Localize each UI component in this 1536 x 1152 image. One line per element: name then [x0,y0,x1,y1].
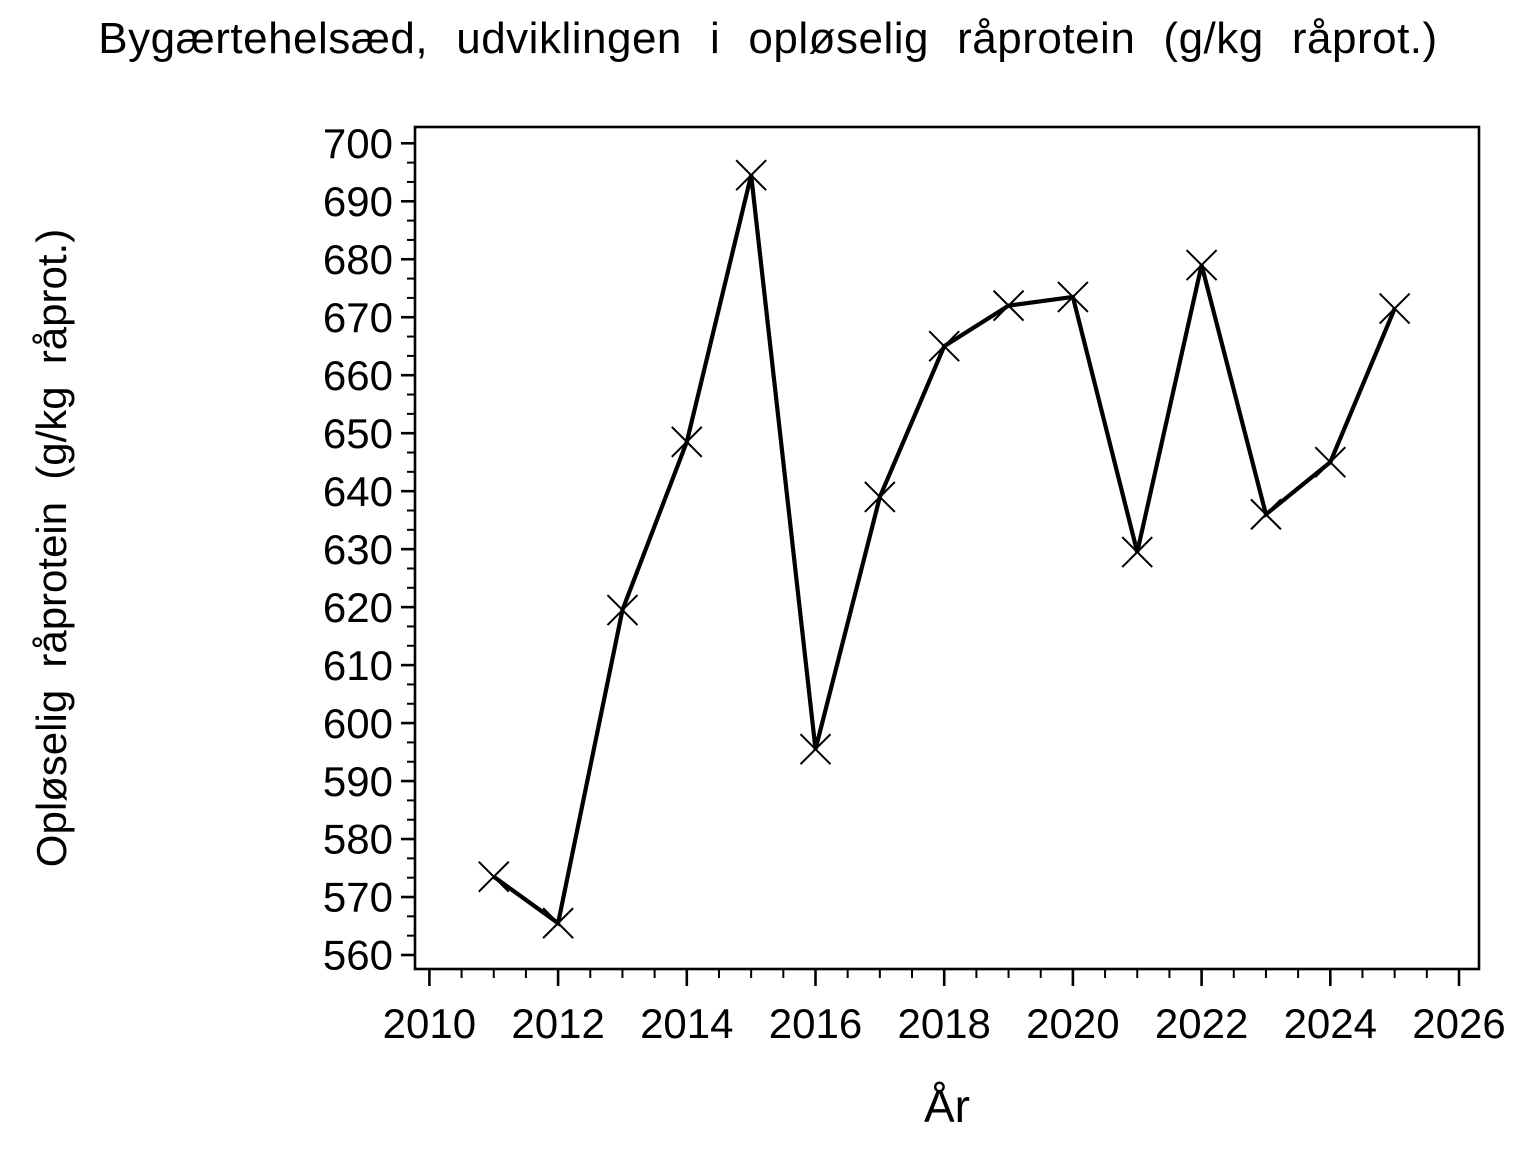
data-marker-x [542,907,574,939]
x-tick-label: 2010 [383,1000,476,1047]
y-tick-label: 590 [323,758,393,805]
marker-stroke [1185,249,1218,281]
marker-stroke [1250,498,1282,531]
marker-stroke [928,330,960,362]
y-tick-label: 650 [323,410,393,457]
data-marker-x [928,330,960,362]
x-tick-label: 2020 [1026,1000,1119,1047]
marker-stroke [1378,292,1411,325]
y-tick-label: 610 [323,642,393,689]
marker-stroke [478,861,510,893]
y-tick-label: 690 [323,178,393,225]
marker-stroke [671,426,703,458]
y-tick-label: 680 [323,236,393,283]
y-tick-label: 600 [323,700,393,747]
marker-stroke [1057,281,1089,313]
y-tick-label: 700 [323,120,393,167]
data-marker-x [606,594,639,626]
data-marker-x [735,159,767,191]
chart-title: Bygærtehelsæd, udviklingen i opløselig r… [98,14,1438,63]
x-tick-label: 2014 [640,1000,733,1047]
data-marker-x [671,426,703,458]
data-marker-x [1057,281,1089,313]
marker-stroke [542,907,574,939]
data-marker-x [1314,446,1347,478]
y-tick-label: 640 [323,468,393,515]
marker-stroke [799,733,832,765]
data-marker-x [864,481,896,513]
data-marker-x [992,289,1025,322]
y-tick-label: 570 [323,874,393,921]
marker-stroke [1121,536,1153,568]
y-tick-label: 560 [323,932,393,979]
y-tick-label: 670 [323,294,393,341]
data-line [492,174,1397,927]
x-tick-label: 2024 [1284,1000,1377,1047]
y-tick-label: 630 [323,526,393,573]
y-tick-label: 620 [323,584,393,631]
marker-stroke [864,481,896,513]
y-tick-label: 580 [323,816,393,863]
data-marker-x [1378,292,1411,325]
marker-stroke [1314,446,1347,478]
data-marker-x [1185,249,1218,281]
x-axis-label: År [924,1080,970,1132]
x-tick-label: 2026 [1412,1000,1505,1047]
data-marker-x [1250,498,1282,531]
data-marker-x [478,861,510,893]
marker-stroke [992,289,1025,322]
x-tick-label: 2018 [897,1000,990,1047]
data-marker-x [799,733,832,765]
x-tick-label: 2012 [511,1000,604,1047]
y-tick-label: 660 [323,352,393,399]
data-marker-x [1121,536,1153,568]
marker-stroke [606,594,639,626]
marker-stroke [735,159,767,191]
x-tick-label: 2016 [769,1000,862,1047]
x-tick-label: 2022 [1155,1000,1248,1047]
